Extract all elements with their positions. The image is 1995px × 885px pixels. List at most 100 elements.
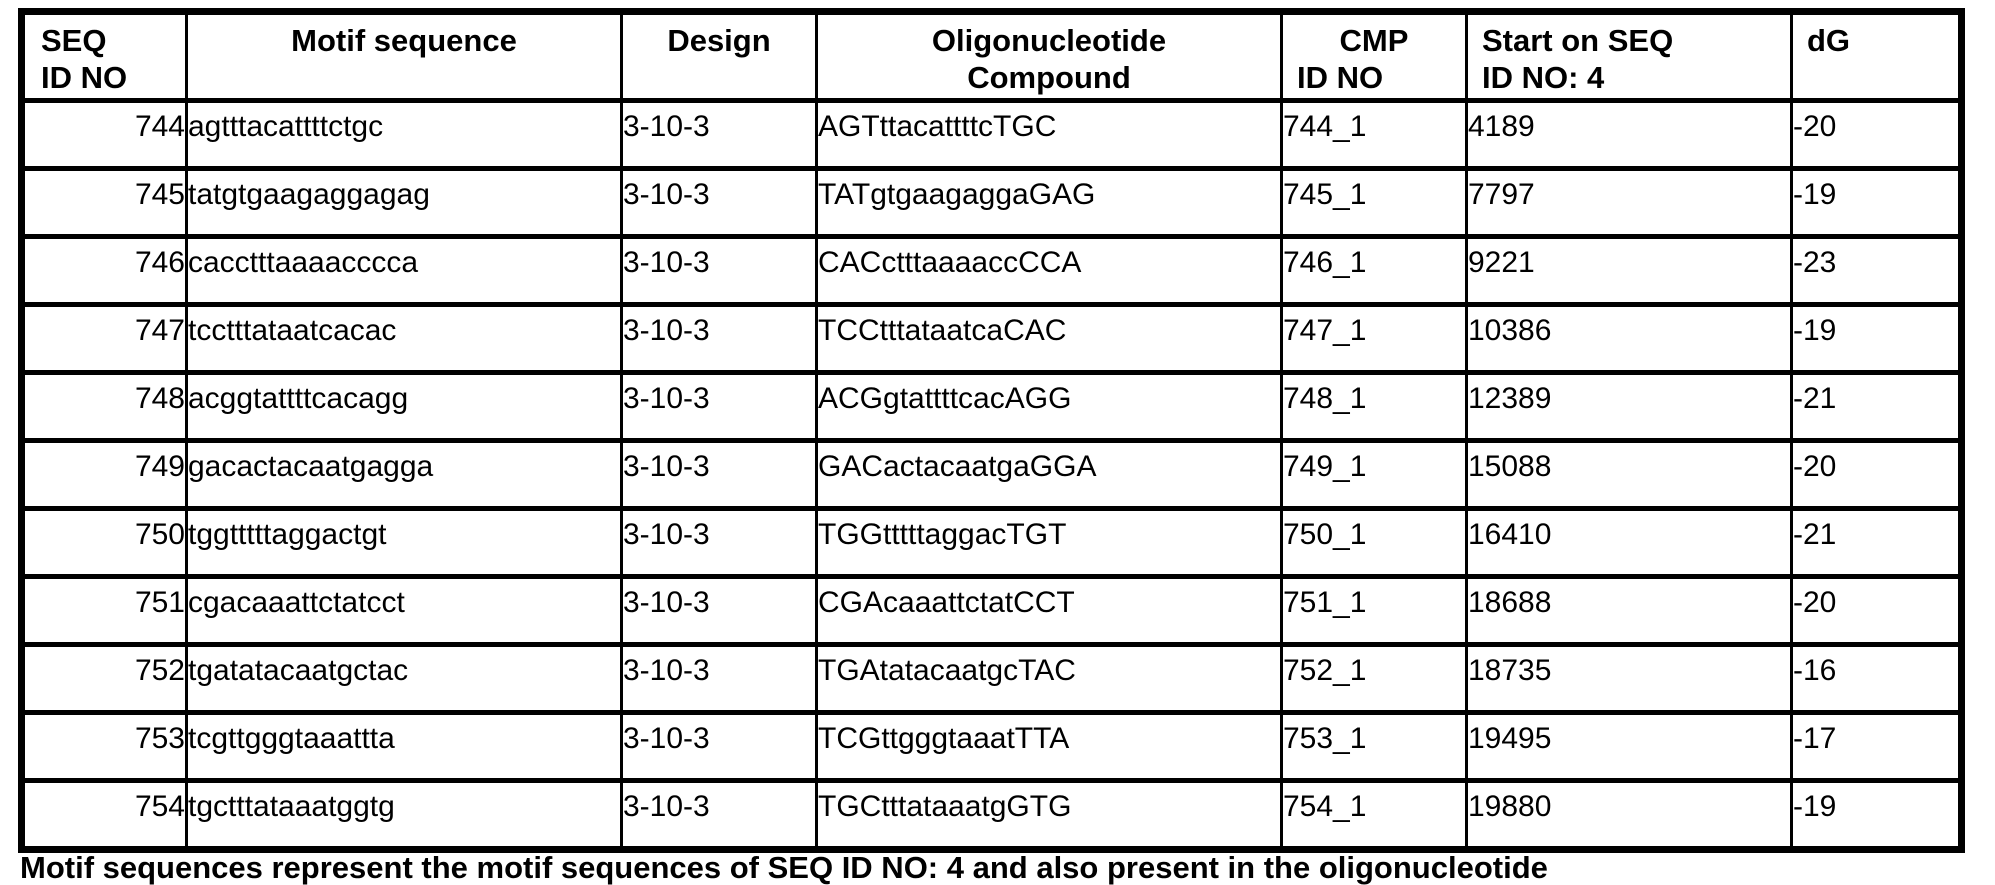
cell-motif-sequence: cgacaaattctatcct	[185, 574, 623, 647]
cell-cmp-id-no: 751_1	[1280, 574, 1468, 647]
cell-start-on-seq: 18688	[1465, 574, 1793, 647]
cell-seq-id-no: 751	[20, 574, 188, 647]
cell-dg: -16	[1790, 642, 1963, 715]
cell-cmp-id-no: 748_1	[1280, 370, 1468, 443]
table-row: 752 tgatatacaatgctac 3-10-3 TGAtatacaatg…	[20, 642, 1963, 715]
cell-seq-id-no: 746	[20, 234, 188, 307]
col-header-seq-id-no-line2: ID NO	[41, 59, 128, 95]
col-header-dg-line1: dG	[1807, 23, 1851, 58]
cell-dg: -21	[1790, 506, 1963, 579]
cell-cmp-id-no: 753_1	[1280, 710, 1468, 783]
cell-design: 3-10-3	[620, 234, 818, 307]
oligonucleotide-table: SEQ ID NO Motif sequence Design Oligonuc…	[18, 8, 1965, 853]
cell-motif-sequence: gacactacaatgagga	[185, 438, 623, 511]
cell-design: 3-10-3	[620, 166, 818, 239]
col-header-start-on-seq: Start on SEQ ID NO: 4	[1465, 9, 1793, 103]
table-row: 744 agtttacattttctgc 3-10-3 AGTttacatttt…	[20, 98, 1963, 171]
header-row: SEQ ID NO Motif sequence Design Oligonuc…	[20, 9, 1963, 103]
cell-oligonucleotide-compound: TCCtttataatcaCAC	[815, 302, 1283, 375]
cell-seq-id-no: 747	[20, 302, 188, 375]
cell-oligonucleotide-compound: TATgtgaagaggaGAG	[815, 166, 1283, 239]
table-row: 748 acggtattttcacagg 3-10-3 ACGgtattttca…	[20, 370, 1963, 443]
cell-dg: -19	[1790, 166, 1963, 239]
cell-start-on-seq: 7797	[1465, 166, 1793, 239]
cell-seq-id-no: 745	[20, 166, 188, 239]
cell-design: 3-10-3	[620, 642, 818, 715]
cell-cmp-id-no: 752_1	[1280, 642, 1468, 715]
col-header-seq-id-no: SEQ ID NO	[20, 9, 188, 103]
cell-dg: -20	[1790, 574, 1963, 647]
table-row: 745 tatgtgaagaggagag 3-10-3 TATgtgaagagg…	[20, 166, 1963, 239]
cell-cmp-id-no: 746_1	[1280, 234, 1468, 307]
col-header-start-on-seq-line1: Start on SEQ	[1482, 23, 1674, 58]
table-row: 754 tgctttataaatggtg 3-10-3 TGCtttataaat…	[20, 778, 1963, 852]
col-header-oligonucleotide-compound-line1: Oligonucleotide	[931, 23, 1167, 58]
table-body: 744 agtttacattttctgc 3-10-3 AGTttacatttt…	[20, 98, 1963, 852]
cell-motif-sequence: tatgtgaagaggagag	[185, 166, 623, 239]
cell-oligonucleotide-compound: TGAtatacaatgcTAC	[815, 642, 1283, 715]
cell-motif-sequence: tgctttataaatggtg	[185, 778, 623, 852]
cell-dg: -17	[1790, 710, 1963, 783]
cell-cmp-id-no: 745_1	[1280, 166, 1468, 239]
cell-design: 3-10-3	[620, 574, 818, 647]
cell-design: 3-10-3	[620, 506, 818, 579]
cell-design: 3-10-3	[620, 98, 818, 171]
cell-seq-id-no: 754	[20, 778, 188, 852]
cell-seq-id-no: 749	[20, 438, 188, 511]
cell-start-on-seq: 15088	[1465, 438, 1793, 511]
cell-oligonucleotide-compound: TGCtttataaatgGTG	[815, 778, 1283, 852]
cell-start-on-seq: 18735	[1465, 642, 1793, 715]
cell-oligonucleotide-compound: AGTttacattttcTGC	[815, 98, 1283, 171]
cell-oligonucleotide-compound: TGGtttttaggacTGT	[815, 506, 1283, 579]
cell-cmp-id-no: 744_1	[1280, 98, 1468, 171]
col-header-design: Design	[620, 9, 818, 103]
cell-seq-id-no: 752	[20, 642, 188, 715]
col-header-seq-id-no-line1: SEQ	[41, 23, 107, 58]
cell-dg: -19	[1790, 778, 1963, 852]
cell-cmp-id-no: 754_1	[1280, 778, 1468, 852]
table-caption: Motif sequences represent the motif sequ…	[20, 850, 1548, 885]
cell-motif-sequence: tggtttttaggactgt	[185, 506, 623, 579]
table-row: 750 tggtttttaggactgt 3-10-3 TGGtttttagga…	[20, 506, 1963, 579]
col-header-cmp-id-no: CMP ID NO	[1280, 9, 1468, 103]
cell-start-on-seq: 10386	[1465, 302, 1793, 375]
cell-motif-sequence: tgatatacaatgctac	[185, 642, 623, 715]
table-row: 747 tcctttataatcacac 3-10-3 TCCtttataatc…	[20, 302, 1963, 375]
cell-start-on-seq: 4189	[1465, 98, 1793, 171]
cell-design: 3-10-3	[620, 710, 818, 783]
cell-dg: -20	[1790, 98, 1963, 171]
cell-motif-sequence: agtttacattttctgc	[185, 98, 623, 171]
cell-oligonucleotide-compound: CGAcaaattctatCCT	[815, 574, 1283, 647]
col-header-cmp-id-no-line2: ID NO	[1297, 59, 1384, 95]
table-row: 749 gacactacaatgagga 3-10-3 GACactacaatg…	[20, 438, 1963, 511]
cell-seq-id-no: 750	[20, 506, 188, 579]
cell-start-on-seq: 12389	[1465, 370, 1793, 443]
table-row: 746 cacctttaaaacccca 3-10-3 CACctttaaaac…	[20, 234, 1963, 307]
cell-oligonucleotide-compound: ACGgtattttcacAGG	[815, 370, 1283, 443]
cell-motif-sequence: tcctttataatcacac	[185, 302, 623, 375]
cell-start-on-seq: 19880	[1465, 778, 1793, 852]
col-header-dg: dG	[1790, 9, 1963, 103]
cell-seq-id-no: 748	[20, 370, 188, 443]
cell-design: 3-10-3	[620, 438, 818, 511]
cell-oligonucleotide-compound: CACctttaaaaccCCA	[815, 234, 1283, 307]
cell-cmp-id-no: 747_1	[1280, 302, 1468, 375]
cell-design: 3-10-3	[620, 370, 818, 443]
col-header-motif-sequence-line1: Motif sequence	[291, 23, 517, 58]
cell-start-on-seq: 16410	[1465, 506, 1793, 579]
cell-start-on-seq: 9221	[1465, 234, 1793, 307]
cell-oligonucleotide-compound: TCGttgggtaaatTTA	[815, 710, 1283, 783]
cell-cmp-id-no: 749_1	[1280, 438, 1468, 511]
cell-motif-sequence: tcgttgggtaaattta	[185, 710, 623, 783]
col-header-design-line1: Design	[667, 23, 771, 58]
col-header-oligonucleotide-compound: Oligonucleotide Compound	[815, 9, 1283, 103]
cell-dg: -23	[1790, 234, 1963, 307]
cell-seq-id-no: 753	[20, 710, 188, 783]
cell-cmp-id-no: 750_1	[1280, 506, 1468, 579]
cell-design: 3-10-3	[620, 302, 818, 375]
col-header-start-on-seq-line2: ID NO: 4	[1482, 59, 1605, 95]
cell-dg: -20	[1790, 438, 1963, 511]
table-row: 753 tcgttgggtaaattta 3-10-3 TCGttgggtaaa…	[20, 710, 1963, 783]
cell-dg: -19	[1790, 302, 1963, 375]
cell-dg: -21	[1790, 370, 1963, 443]
